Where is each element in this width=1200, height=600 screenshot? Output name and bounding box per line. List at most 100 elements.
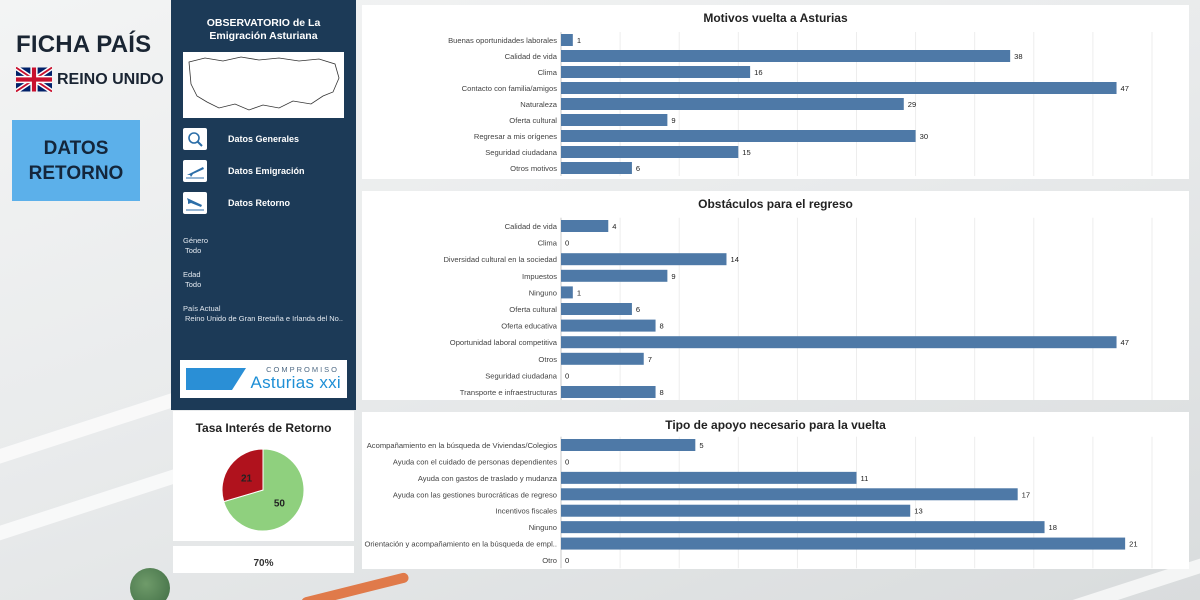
filter-value: Reino Unido de Gran Bretaña e Irlanda de… xyxy=(185,314,344,323)
bar[interactable] xyxy=(561,66,751,78)
data-label: 11 xyxy=(861,474,869,483)
datos-retorno-button[interactable]: DATOS RETORNO xyxy=(12,120,140,201)
filter-value: Todo xyxy=(185,246,202,255)
interest-title: Tasa Interés de Retorno xyxy=(195,421,332,435)
category-label: Ayuda con el cuidado de personas dependi… xyxy=(393,457,557,466)
bar[interactable] xyxy=(561,98,904,110)
category-label: Impuestos xyxy=(522,272,557,281)
category-label: Calidad de vida xyxy=(505,222,558,231)
nav-label: Datos Generales xyxy=(228,134,300,144)
bar[interactable] xyxy=(561,82,1117,94)
data-label: 30 xyxy=(920,132,928,141)
filter-genero[interactable]: Género Todo xyxy=(183,236,208,256)
bar[interactable] xyxy=(561,253,727,266)
filter-edad[interactable]: Edad Todo xyxy=(183,270,201,290)
bar[interactable] xyxy=(561,220,609,232)
nav-datos-retorno[interactable]: Datos Retorno xyxy=(183,192,290,214)
data-label: 16 xyxy=(754,68,762,77)
bar[interactable] xyxy=(561,286,573,299)
data-label: 13 xyxy=(914,507,922,516)
category-label: Oferta educativa xyxy=(501,322,557,331)
data-label: 38 xyxy=(1014,52,1022,61)
category-label: Naturaleza xyxy=(520,100,557,109)
category-label: Incentivos fiscales xyxy=(495,507,557,516)
data-label: 9 xyxy=(671,116,675,125)
pie-slice-label: 21 xyxy=(241,474,253,485)
bar[interactable] xyxy=(561,439,696,451)
category-label: Buenas oportunidades laborales xyxy=(448,36,557,45)
category-label: Contacto con familia/amigos xyxy=(462,84,558,93)
bar[interactable] xyxy=(561,269,668,282)
data-label: 6 xyxy=(636,305,640,314)
datos-retorno-line2: RETORNO xyxy=(28,162,124,184)
chart-title-obstaculos: Obstáculos para el regreso xyxy=(698,197,853,211)
data-label: 14 xyxy=(730,255,738,264)
search-map-icon xyxy=(183,128,207,150)
bar[interactable] xyxy=(561,146,739,158)
chart-apoyo: Acompañamiento en la búsqueda de Viviend… xyxy=(365,436,1153,569)
category-label: Oferta cultural xyxy=(509,305,557,314)
category-label: Transporte e infraestructuras xyxy=(460,388,557,397)
bar[interactable] xyxy=(561,521,1045,534)
category-label: Otros motivos xyxy=(510,164,557,173)
plane-landing-icon xyxy=(183,192,207,214)
chart-title-motivos: Motivos vuelta a Asturias xyxy=(703,11,848,25)
data-label: 8 xyxy=(660,322,664,331)
category-label: Seguridad ciudadana xyxy=(485,371,558,380)
bar[interactable] xyxy=(561,319,656,332)
bar[interactable] xyxy=(561,114,668,126)
bar[interactable] xyxy=(561,303,632,315)
data-label: 7 xyxy=(648,355,652,364)
chart-card-obstaculos: Obstáculos para el regreso Calidad de vi… xyxy=(362,191,1189,400)
pie-slice[interactable] xyxy=(223,448,305,532)
category-label: Ayuda con gastos de traslado y mudanza xyxy=(418,474,558,483)
nav-datos-emigracion[interactable]: Datos Emigración xyxy=(183,160,305,182)
data-label: 9 xyxy=(671,272,675,281)
side-panel: OBSERVATORIO de La Emigración Asturiana … xyxy=(171,0,356,410)
uk-flag-icon xyxy=(16,67,52,92)
bar[interactable] xyxy=(561,50,1011,62)
chart-motivos: Buenas oportunidades laborales 1 Calidad d… xyxy=(448,32,1153,176)
data-label: 6 xyxy=(636,164,640,173)
nav-datos-generales[interactable]: Datos Generales xyxy=(183,128,299,150)
percent-card: 70% xyxy=(173,546,354,573)
data-label: 5 xyxy=(699,441,703,450)
category-label: Seguridad ciudadana xyxy=(485,148,558,157)
bar[interactable] xyxy=(561,162,632,174)
observatory-title: OBSERVATORIO de La Emigración Asturiana xyxy=(171,17,356,43)
chart-card-motivos: Motivos vuelta a Asturias Buenas oportun… xyxy=(362,5,1189,179)
data-label: 0 xyxy=(565,457,569,466)
filter-value: Todo xyxy=(185,280,202,289)
logo-top-text: COMPROMISO xyxy=(266,365,339,374)
bar[interactable] xyxy=(561,336,1117,349)
bar[interactable] xyxy=(561,386,656,398)
logo-main-text: Asturias xxi xyxy=(250,373,341,392)
country-name: REINO UNIDO xyxy=(57,70,164,88)
page-title: FICHA PAÍS xyxy=(16,31,152,58)
plane-takeoff-icon xyxy=(183,160,207,182)
category-label: Clima xyxy=(538,68,558,77)
bar[interactable] xyxy=(561,504,911,517)
data-label: 0 xyxy=(565,371,569,380)
pie-slice[interactable] xyxy=(221,448,264,503)
chart-title-apoyo: Tipo de apoyo necesario para la vuelta xyxy=(665,418,886,432)
bar[interactable] xyxy=(561,488,1018,501)
bar[interactable] xyxy=(561,471,857,484)
compromiso-asturias-logo: COMPROMISO Asturias xxi xyxy=(180,360,347,398)
nav-label: Datos Retorno xyxy=(228,198,291,208)
data-label: 1 xyxy=(577,288,581,297)
observatory-title-line1: OBSERVATORIO de La xyxy=(206,17,321,29)
category-label: Diversidad cultural en la sociedad xyxy=(443,255,557,264)
data-label: 29 xyxy=(908,100,916,109)
bar[interactable] xyxy=(561,130,916,142)
category-label: Ayuda con las gestiones burocráticas de … xyxy=(393,490,557,499)
filter-label: Género xyxy=(183,236,209,245)
bar[interactable] xyxy=(561,34,573,46)
data-label: 15 xyxy=(742,148,750,157)
bar[interactable] xyxy=(561,537,1126,550)
bar[interactable] xyxy=(561,352,644,365)
filter-pais-actual[interactable]: País Actual Reino Unido de Gran Bretaña … xyxy=(183,304,343,324)
filter-label: País Actual xyxy=(183,304,221,313)
category-label: Ninguno xyxy=(529,288,557,297)
observatory-title-line2: Emigración Asturiana xyxy=(209,30,318,42)
